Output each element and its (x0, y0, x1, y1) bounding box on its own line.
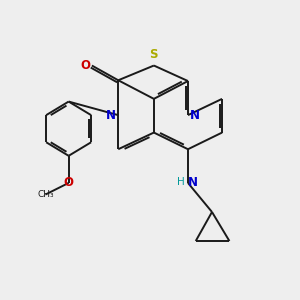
Text: S: S (150, 48, 158, 61)
Text: CH₃: CH₃ (37, 190, 54, 199)
Text: N: N (106, 109, 116, 122)
Text: O: O (64, 176, 74, 189)
Text: H: H (177, 177, 185, 187)
Text: N: N (190, 109, 200, 122)
Text: N: N (188, 176, 198, 189)
Text: O: O (80, 59, 90, 72)
